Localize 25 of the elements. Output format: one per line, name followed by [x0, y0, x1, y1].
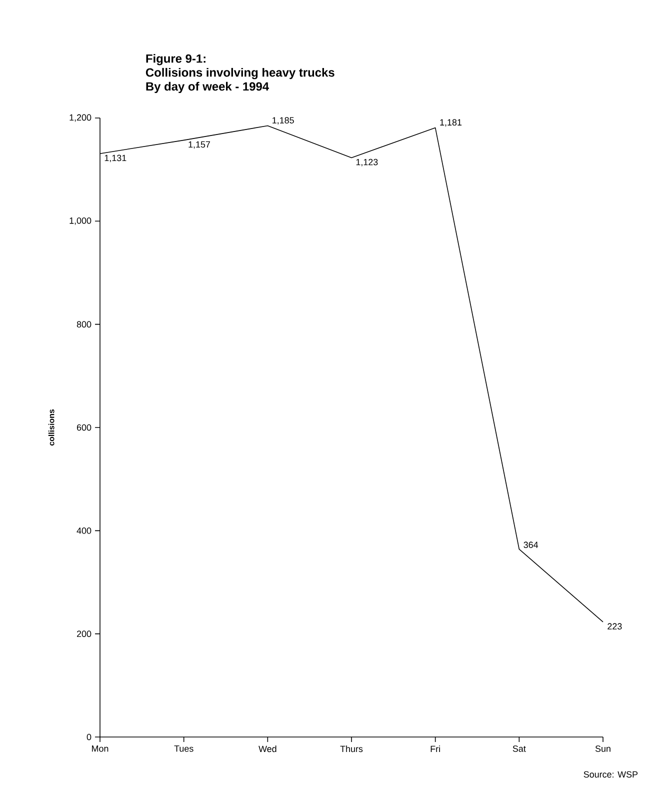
y-tick-label: 200	[76, 630, 92, 638]
data-label: 364	[524, 542, 538, 548]
x-tick-label: Sat	[512, 745, 526, 752]
chart-title: Figure 9-1:	[146, 54, 206, 66]
y-tick-label: 0	[86, 734, 92, 740]
data-label: 1,123	[356, 158, 378, 166]
x-tick-label: Wed	[258, 746, 276, 752]
text: By day of week - 1994	[146, 82, 269, 94]
y-tick-label: 600	[76, 424, 92, 431]
y-tick-label: 800	[76, 321, 92, 328]
data-label: 1,157	[188, 141, 210, 149]
chart-subtitle: Collisions involving heavy trucks	[146, 68, 334, 80]
y-tick-label: 1,000	[70, 217, 92, 225]
y-tick-label: 400	[76, 527, 92, 534]
y-tick-label: 1,200	[70, 114, 92, 122]
x-tick-label: Thurs	[340, 746, 363, 752]
x-tick-label: Fri	[430, 746, 440, 752]
source-note: Source: WSP	[584, 771, 638, 778]
x-tick-label: Tues	[174, 746, 194, 752]
data-label: 223	[608, 623, 622, 630]
data-label: 1,131	[104, 154, 126, 162]
x-tick-label: Sun	[595, 745, 610, 752]
x-tick-label: Mon	[92, 746, 108, 752]
data-label: 1,185	[272, 117, 294, 125]
data-label: 1,181	[440, 119, 462, 127]
